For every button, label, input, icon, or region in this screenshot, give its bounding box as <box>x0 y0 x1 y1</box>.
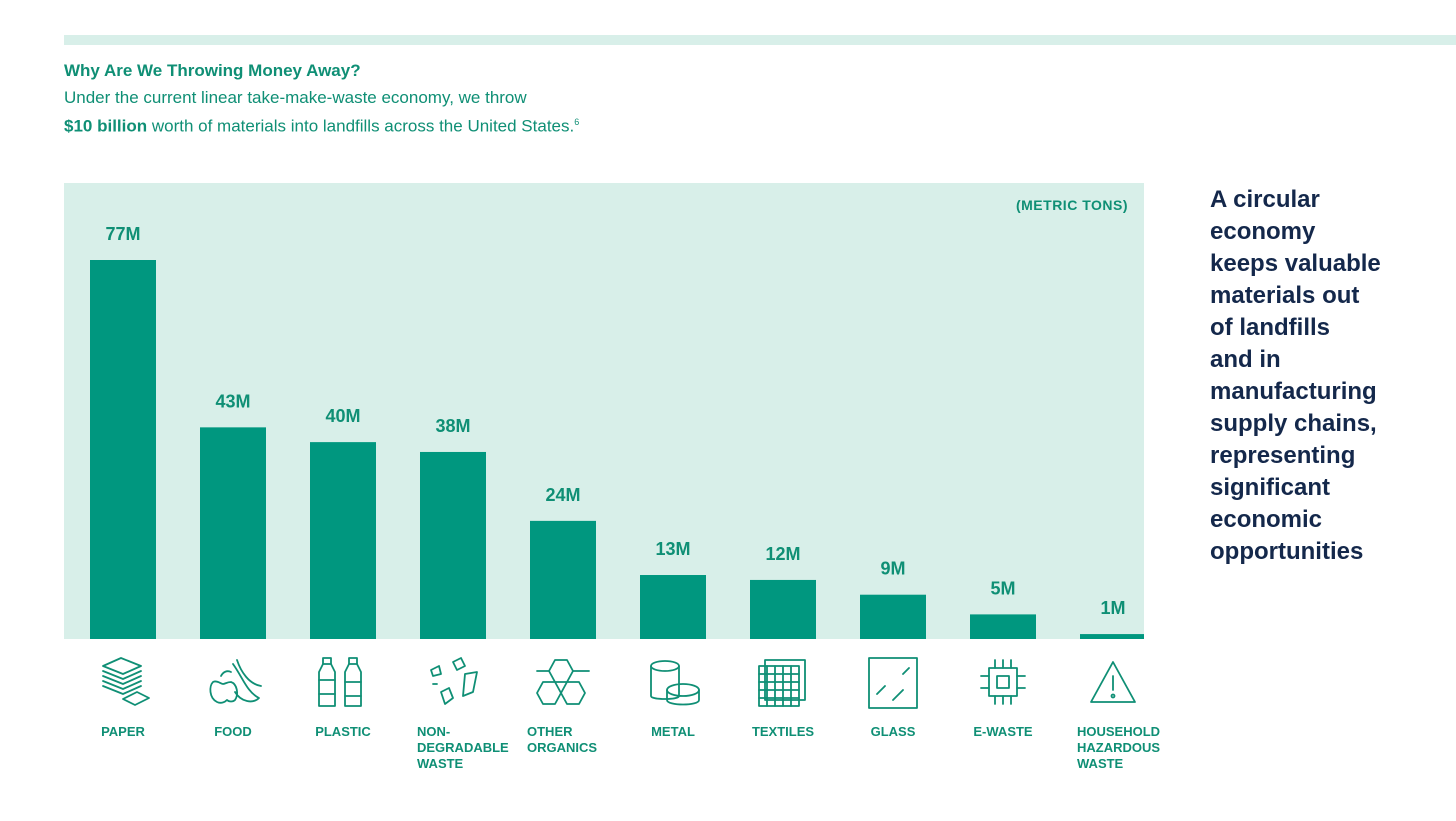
category-label-line: NON- <box>417 724 451 739</box>
microchip-icon <box>973 654 1033 712</box>
bar-3 <box>310 442 376 639</box>
callout-line: of landfills <box>1210 314 1330 341</box>
category-label-6: METAL <box>618 724 728 740</box>
value-label-6: 13M <box>655 539 690 559</box>
callout-line: manufacturing <box>1210 378 1377 405</box>
category-label-3: PLASTIC <box>288 724 398 740</box>
callout-line: A circular <box>1210 186 1320 213</box>
category-label-line: ORGANICS <box>527 740 598 755</box>
category-label-1: PAPER <box>68 724 178 740</box>
bar-4 <box>420 451 486 639</box>
callout-line: materials out <box>1210 282 1360 309</box>
value-label-10: 1M <box>1100 598 1125 618</box>
page-title: Why Are We Throwing Money Away? <box>64 61 361 80</box>
glass-pane-icon <box>863 654 923 712</box>
paper-stack-icon <box>93 654 153 712</box>
category-label-line: TEXTILES <box>751 724 815 739</box>
category-label-10: HOUSEHOLD HAZARDOUS WASTE <box>1077 724 1187 772</box>
bar-9 <box>970 614 1036 639</box>
bar-6 <box>640 575 706 639</box>
callout-line: opportunities <box>1210 538 1364 565</box>
category-label-line: HAZARDOUS <box>1077 740 1161 755</box>
category-label-line: PAPER <box>101 724 145 739</box>
intro-rest: worth of materials into landfills across… <box>147 116 575 136</box>
callout-line: economic <box>1210 506 1323 533</box>
category-label-4: NON- DEGRADABLE WASTE <box>417 724 527 772</box>
units-label: (METRIC TONS) <box>1015 197 1128 213</box>
category-label-line: PLASTIC <box>315 724 371 739</box>
category-label-line: WASTE <box>417 756 464 771</box>
plastic-bottles-icon <box>313 654 373 712</box>
callout-line: representing <box>1210 442 1356 469</box>
textile-fabric-icon <box>753 654 813 712</box>
category-label-line: METAL <box>651 724 695 739</box>
hexagon-network-icon <box>533 654 593 712</box>
callout-text: A circular economy keeps valuable materials… <box>1210 184 1440 568</box>
metal-cans-icon <box>643 654 703 712</box>
category-label-line: HOUSEHOLD <box>1077 724 1161 739</box>
callout-line: and in <box>1210 346 1281 373</box>
value-label-5: 24M <box>545 485 580 505</box>
hazard-warning-icon <box>1083 654 1143 712</box>
category-label-5: OTHER ORGANICS <box>527 724 637 756</box>
top-accent-rule <box>64 35 1456 45</box>
food-waste-icon <box>203 654 263 712</box>
category-label-line: FOOD <box>214 724 252 739</box>
category-label-8: GLASS <box>838 724 948 740</box>
category-label-line: E-WASTE <box>973 724 1033 739</box>
intro-text: Under the current linear take-make-waste… <box>64 85 704 139</box>
value-label-7: 12M <box>765 544 800 564</box>
category-label-2: FOOD <box>178 724 288 740</box>
callout-line: supply chains, <box>1210 410 1377 437</box>
intro-sentence: Under the current linear take-make-waste… <box>64 88 527 107</box>
chart-panel: (METRIC TONS) 77M 43M 40M 38M 24M 13M 12M 9M 5M 1… <box>64 183 1144 639</box>
bar-1 <box>90 260 156 639</box>
callout-line: keeps valuable <box>1210 250 1381 277</box>
intro-amount: $10 billion <box>64 116 148 136</box>
value-label-4: 38M <box>435 416 470 436</box>
callout-line: significant <box>1210 474 1331 501</box>
callout-line: economy <box>1210 218 1316 245</box>
value-label-2: 43M <box>215 391 250 411</box>
category-label-line: OTHER <box>527 724 573 739</box>
bar-10 <box>1080 634 1144 639</box>
footnote-marker: 6 <box>574 117 580 127</box>
category-label-7: TEXTILES <box>728 724 838 740</box>
value-label-9: 5M <box>990 578 1015 598</box>
value-label-8: 9M <box>880 559 905 579</box>
category-label-line: WASTE <box>1077 756 1124 771</box>
value-label-3: 40M <box>325 406 360 426</box>
value-label-1: 77M <box>105 224 140 244</box>
bar-5 <box>530 520 596 639</box>
category-label-line: GLASS <box>870 724 916 739</box>
category-label-9: E-WASTE <box>948 724 1058 740</box>
debris-icon <box>423 654 483 712</box>
bar-2 <box>200 427 266 639</box>
category-label-line: DEGRADABLE <box>417 740 509 755</box>
bar-chart: 77M 43M 40M 38M 24M 13M 12M 9M 5M 1M <box>90 224 1144 639</box>
bar-8 <box>860 594 926 639</box>
bar-7 <box>750 579 816 639</box>
